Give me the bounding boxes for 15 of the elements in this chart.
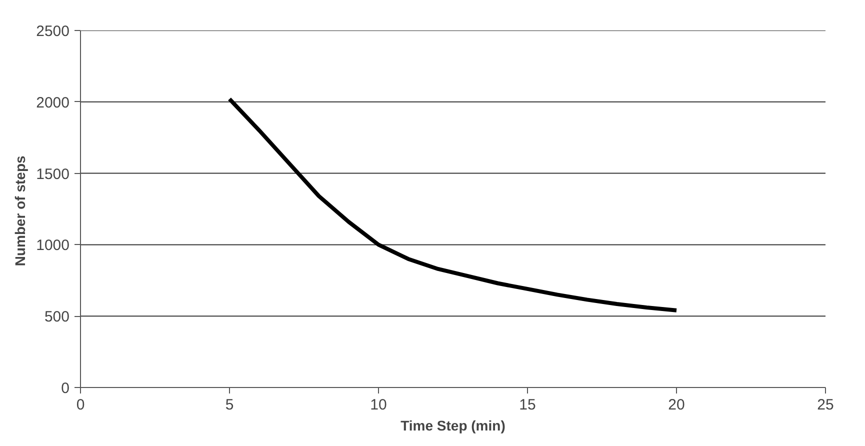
y-tick-label: 500 bbox=[44, 308, 70, 326]
x-tick-label: 5 bbox=[225, 396, 234, 414]
x-tick-label: 15 bbox=[519, 396, 536, 414]
y-tick-label: 2500 bbox=[36, 23, 70, 40]
x-axis-title: Time Step (min) bbox=[400, 418, 506, 434]
x-tick-label: 10 bbox=[370, 396, 387, 414]
y-tick-label: 1000 bbox=[36, 237, 70, 254]
line-series bbox=[228, 97, 678, 312]
y-axis-title: Number of steps bbox=[12, 156, 28, 266]
x-tick-label: 0 bbox=[76, 396, 85, 414]
y-tick-label: 1500 bbox=[36, 166, 70, 183]
x-tick-label: 20 bbox=[668, 396, 685, 414]
y-tick-label: 0 bbox=[61, 380, 70, 397]
x-tick-label: 25 bbox=[817, 396, 834, 414]
y-tick-label: 2000 bbox=[36, 94, 70, 112]
